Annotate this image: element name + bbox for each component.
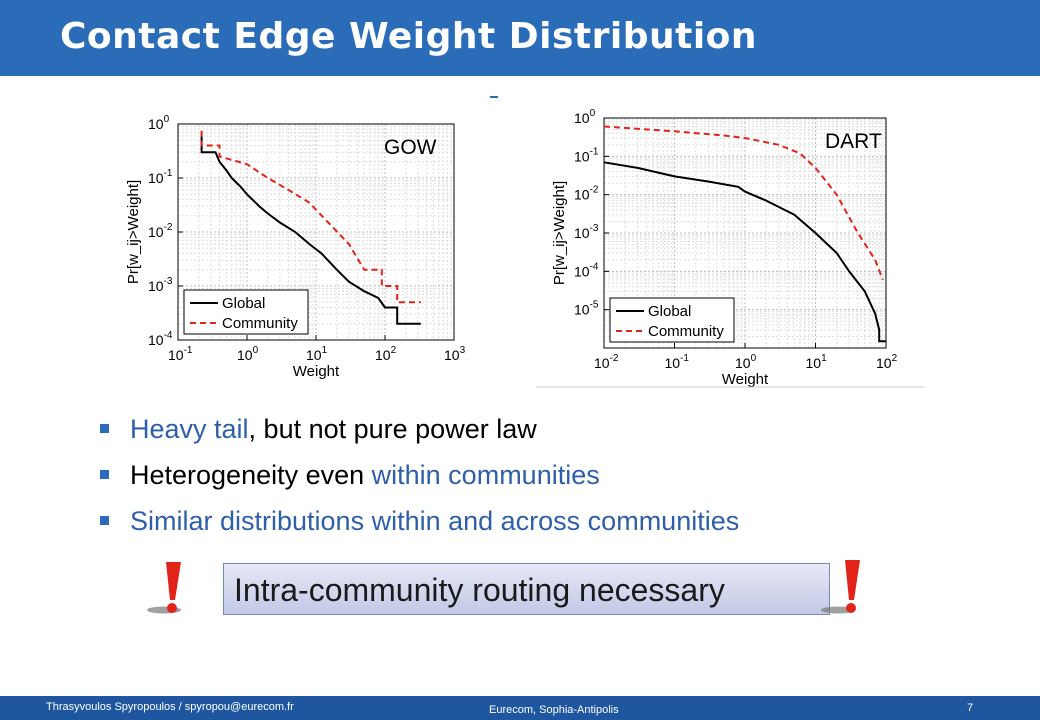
legend: Global Community (609, 297, 735, 343)
y-tick-label: 10-2 (148, 222, 173, 240)
y-axis-label: Pr[w_ij>Weight] (125, 180, 142, 284)
x-axis-label: Weight (293, 363, 340, 380)
bullet-item: Similar distributions within and across … (100, 498, 739, 544)
x-tick-label: 102 (375, 345, 397, 363)
y-tick-label: 10-4 (574, 261, 599, 279)
page-number: 7 (967, 702, 974, 714)
bullet-text: Similar distributions within and across … (130, 506, 740, 536)
legend-entry: Community (648, 323, 724, 340)
slide-title: Contact Edge Weight Distribution (60, 16, 758, 57)
series-line-community (200, 130, 421, 304)
decorative-dash (490, 96, 498, 98)
y-tick-label: 10-1 (148, 168, 173, 186)
legend-entry: Global (648, 303, 691, 320)
y-tick-label: 10-5 (574, 300, 599, 318)
grid (603, 118, 886, 349)
right-exclamation-icon (821, 560, 860, 614)
y-tick-label: 100 (148, 114, 170, 132)
bullet-square-icon (100, 470, 109, 479)
x-tick-label: 103 (444, 345, 466, 363)
footer-institution: Eurecom, Sophia-Antipolis (489, 704, 619, 716)
series-line-community (603, 125, 884, 281)
series-line-global (200, 136, 421, 325)
chart-title: DART (825, 130, 882, 153)
legend-box (183, 289, 309, 335)
series-line-global (603, 161, 886, 343)
callout-text: Intra-community routing necessary (234, 572, 725, 608)
gow-chart: 10-1 100 101 102 103 10-4 10-3 10-2 10-1 100 Weigh… (125, 114, 466, 380)
x-tick-label: 10-1 (665, 353, 690, 371)
y-tick-label: 10-3 (148, 276, 173, 294)
callout-box: Intra-community routing necessary (223, 563, 830, 615)
legend-entry: Global (222, 295, 265, 312)
legend-entry: Community (222, 315, 298, 332)
dart-chart: 10-2 10-1 100 101 102 10-5 10-4 10-3 10-2 10-1 100… (536, 108, 924, 388)
x-tick-label: 100 (237, 345, 259, 363)
y-tick-label: 10-4 (148, 330, 173, 348)
bullet-text: Heterogeneity even (130, 460, 372, 490)
x-tick-label: 101 (306, 345, 328, 363)
bullet-text: , but not pure power law (248, 414, 537, 444)
x-tick-label: 102 (876, 353, 898, 371)
y-tick-label: 10-1 (574, 146, 599, 164)
x-tick-label: 101 (806, 353, 828, 371)
bullet-list: Heavy tail, but not pure power law Hetero… (100, 406, 739, 544)
y-tick-label: 10-3 (574, 223, 599, 241)
x-tick-label: 10-2 (594, 353, 619, 371)
bullet-text: within communities (371, 460, 600, 490)
x-tick-label: 100 (735, 353, 757, 371)
chart-title: GOW (384, 136, 437, 159)
y-tick-label: 100 (574, 108, 596, 126)
bullet-item: Heavy tail, but not pure power law (100, 406, 739, 452)
legend-box (609, 297, 735, 343)
y-tick-label: 10-2 (574, 185, 599, 203)
y-axis-label: Pr[w_ij>Weight] (551, 181, 568, 285)
left-exclamation-icon (147, 562, 181, 614)
x-axis-label: Weight (722, 371, 769, 388)
bullet-square-icon (100, 424, 109, 433)
footer-bar: Thrasyvoulos Spyropoulos / spyropou@eure… (0, 696, 1040, 720)
bullet-item: Heterogeneity even within communities (100, 452, 739, 498)
bullet-square-icon (100, 516, 109, 525)
bullet-text: Heavy tail (130, 414, 249, 444)
title-bar: Contact Edge Weight Distribution (0, 0, 1040, 76)
legend: Global Community (183, 289, 309, 335)
x-tick-label: 10-1 (168, 345, 193, 363)
footer-author: Thrasyvoulos Spyropoulos / spyropou@eure… (46, 701, 294, 713)
